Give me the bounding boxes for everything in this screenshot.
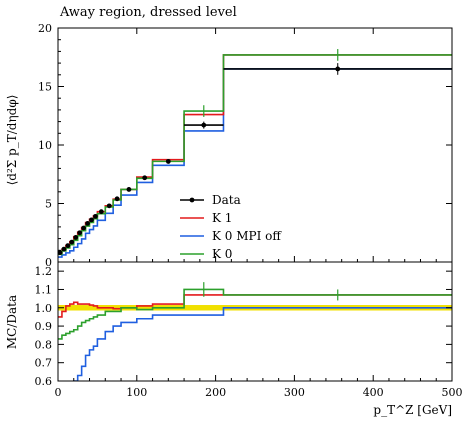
data-point [85, 220, 90, 226]
data-point [58, 250, 63, 256]
data-point [106, 203, 112, 209]
y-tick-label-ratio: 0.8 [35, 338, 53, 351]
ratio-frame [57, 261, 453, 382]
legend-label: K 0 [212, 247, 232, 261]
x-axis-label: p_T^Z [GeV] [373, 403, 452, 417]
legend: Data K 1 K 0 MPI off K 0 [180, 193, 282, 261]
y-axis-label-ratio: MC/Data [5, 295, 19, 349]
x-tick-label: 0 [55, 386, 62, 399]
legend-label: Data [212, 193, 241, 207]
y-tick-label-ratio: 0.6 [35, 375, 53, 388]
y-axis-label-main: ⟨d²Σ p_T/dηdφ⟩ [5, 95, 19, 186]
legend-marker-data-point [189, 197, 195, 203]
y-tick-label-main: 10 [38, 139, 52, 152]
chart-title: Away region, dressed level [59, 5, 237, 20]
x-tick-label: 400 [363, 386, 384, 399]
y-tick-label-ratio: 0.7 [35, 357, 53, 370]
data-point [142, 175, 148, 181]
legend-label: K 0 MPI off [212, 229, 282, 243]
data-point [126, 187, 132, 192]
data-point [89, 217, 94, 223]
series-line-k-0-mpi-off [58, 68, 452, 258]
x-tick-label: 100 [126, 386, 147, 399]
legend-label: K 1 [212, 211, 232, 225]
x-tick-label: 500 [442, 386, 463, 399]
y-tick-label-ratio: 0.9 [35, 320, 53, 333]
ratio-data-layer [58, 282, 452, 381]
y-tick-label-ratio: 1.2 [35, 265, 53, 278]
data-point [93, 213, 98, 219]
y-tick-label-main: 20 [38, 22, 52, 35]
y-tick-label-main: 0 [45, 256, 52, 269]
x-tick-label: 200 [205, 386, 226, 399]
y-tick-label-main: 5 [45, 198, 52, 211]
x-tick-label: 300 [284, 386, 305, 399]
main-data-layer [58, 49, 452, 258]
y-tick-label-main: 15 [38, 81, 52, 94]
data-point [81, 225, 87, 231]
ratio-line-k-0 [58, 288, 452, 340]
y-tick-label-ratio: 1.1 [35, 283, 53, 296]
ratio-line-k-1 [58, 294, 452, 318]
data-point [165, 158, 171, 164]
data-point [98, 209, 104, 215]
series-line-k-0 [58, 54, 452, 256]
ratio-line-k-0-mpi-off [72, 306, 452, 381]
ratio-panel: 0.6 0.7 0.8 0.9 1.0 1.1 1.2 0 100 200 300 400 500 [35, 261, 463, 399]
data-point [73, 235, 79, 240]
data-point [114, 196, 120, 202]
data-point [69, 239, 75, 245]
main-frame [57, 27, 453, 263]
data-point [61, 246, 67, 252]
data-point [77, 230, 83, 236]
series-line-k-1 [58, 54, 452, 254]
y-tick-label-ratio: 1.0 [35, 302, 53, 315]
data-point [65, 243, 71, 249]
